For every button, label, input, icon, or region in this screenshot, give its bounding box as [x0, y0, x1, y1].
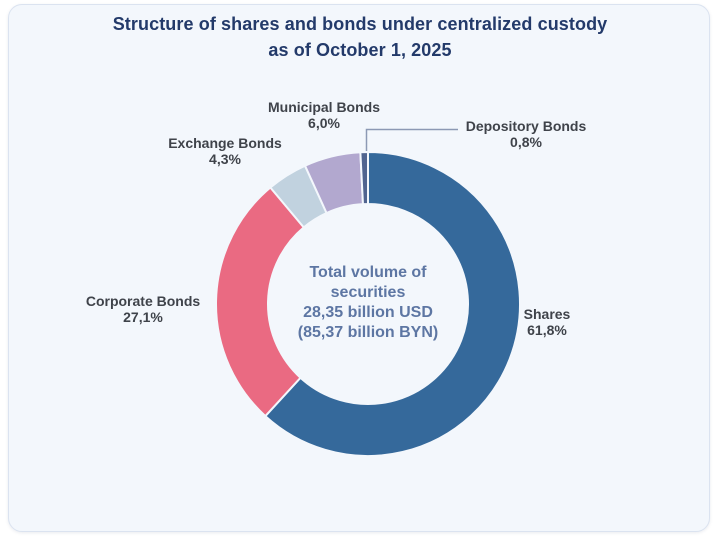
slice-shares: [264, 151, 521, 457]
label-municipal-bonds: Municipal Bonds 6,0%: [244, 99, 404, 131]
label-exchange-bonds: Exchange Bonds 4,3%: [145, 135, 305, 167]
label-shares-pct: 61,8%: [527, 322, 567, 338]
label-exchange-bonds-pct: 4,3%: [209, 151, 241, 167]
center-line-2: securities: [330, 284, 406, 301]
label-municipal-bonds-name: Municipal Bonds: [268, 99, 380, 115]
donut-center-text: Total volume of securities 28,35 billion…: [253, 263, 483, 343]
label-shares: Shares 61,8%: [467, 306, 627, 338]
chart-title: Structure of shares and bonds under cent…: [0, 11, 720, 63]
center-line-3: 28,35 billion USD: [303, 304, 433, 321]
donut-slices: [215, 150, 521, 457]
label-corporate-bonds-pct: 27,1%: [123, 309, 163, 325]
label-municipal-bonds-pct: 6,0%: [308, 115, 340, 131]
label-exchange-bonds-name: Exchange Bonds: [168, 135, 282, 151]
center-line-4: (85,37 billion BYN): [297, 324, 439, 341]
label-corporate-bonds: Corporate Bonds 27,1%: [63, 293, 223, 325]
chart-title-line2: as of October 1, 2025: [268, 40, 452, 60]
slice-depository-bonds: [359, 150, 369, 206]
center-line-1: Total volume of: [309, 264, 427, 281]
label-depository-bonds: Depository Bonds 0,8%: [446, 118, 606, 150]
label-shares-name: Shares: [523, 306, 571, 322]
label-corporate-bonds-name: Corporate Bonds: [85, 293, 201, 309]
label-depository-bonds-pct: 0,8%: [510, 134, 542, 150]
chart-title-line1: Structure of shares and bonds under cent…: [112, 14, 608, 34]
slice-corporate-bonds: [215, 186, 305, 418]
depository-leader-line: [365, 128, 458, 151]
label-depository-bonds-name: Depository Bonds: [465, 118, 587, 134]
